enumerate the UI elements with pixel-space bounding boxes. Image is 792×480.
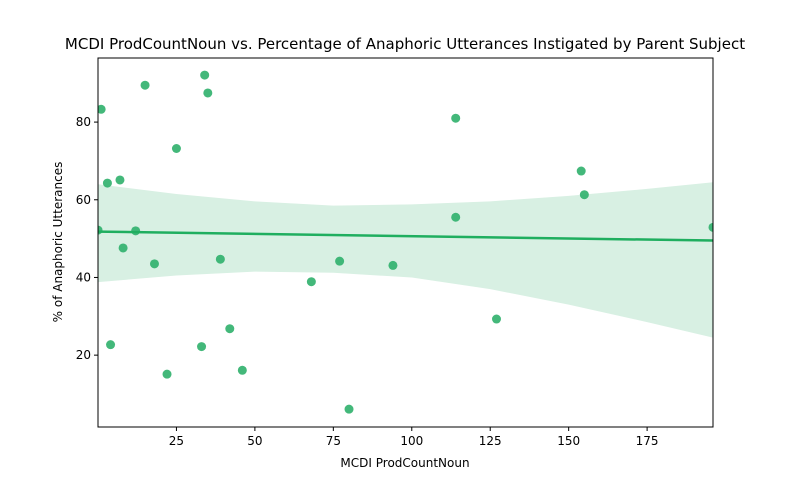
data-point-9 (162, 369, 172, 379)
data-point-1 (98, 104, 106, 114)
x-axis-label: MCDI ProdCountNoun (340, 456, 469, 470)
data-point-2 (102, 178, 112, 188)
y-tick-label: 60 (76, 193, 91, 207)
x-tick-label: 75 (326, 434, 341, 448)
data-point-7 (140, 80, 150, 90)
y-axis-ticks: 20 40 60 80 (76, 115, 98, 362)
x-tick-label: 25 (169, 434, 184, 448)
y-tick-label: 40 (76, 270, 91, 284)
data-point-23 (491, 314, 501, 324)
y-axis-label: % of Anaphoric Utterances (51, 162, 65, 323)
data-point-13 (203, 88, 213, 98)
x-tick-label: 150 (557, 434, 580, 448)
chart-title: MCDI ProdCountNoun vs. Percentage of Ana… (65, 35, 745, 53)
y-tick-label: 20 (76, 348, 91, 362)
confidence-band (98, 182, 713, 338)
data-point-3 (106, 340, 116, 350)
data-point-4 (115, 175, 125, 185)
data-point-19 (344, 404, 354, 414)
data-point-20 (388, 260, 398, 270)
regression-line (98, 230, 713, 242)
data-point-16 (237, 365, 247, 375)
data-point-18 (335, 256, 345, 266)
data-point-22 (451, 212, 461, 222)
x-tick-label: 50 (247, 434, 262, 448)
x-tick-label: 125 (479, 434, 502, 448)
data-point-8 (149, 259, 159, 269)
data-point-25 (579, 190, 589, 200)
data-point-6 (131, 226, 141, 236)
y-tick-label: 80 (76, 115, 91, 129)
data-point-12 (200, 70, 210, 80)
data-point-24 (576, 166, 586, 176)
data-point-21 (451, 113, 461, 123)
data-point-14 (215, 254, 225, 264)
data-point-26 (708, 222, 713, 232)
plot-frame (97, 57, 714, 428)
data-point-17 (306, 277, 316, 287)
data-point-15 (225, 324, 235, 334)
data-point-11 (197, 342, 207, 352)
plot-area: 25 50 75 100 125 150 175 20 40 60 80 (76, 57, 714, 448)
data-point-10 (171, 144, 181, 154)
data-point-5 (118, 243, 128, 253)
x-tick-label: 175 (636, 434, 659, 448)
x-axis-ticks: 25 50 75 100 125 150 175 (169, 427, 659, 448)
x-tick-label: 100 (400, 434, 423, 448)
